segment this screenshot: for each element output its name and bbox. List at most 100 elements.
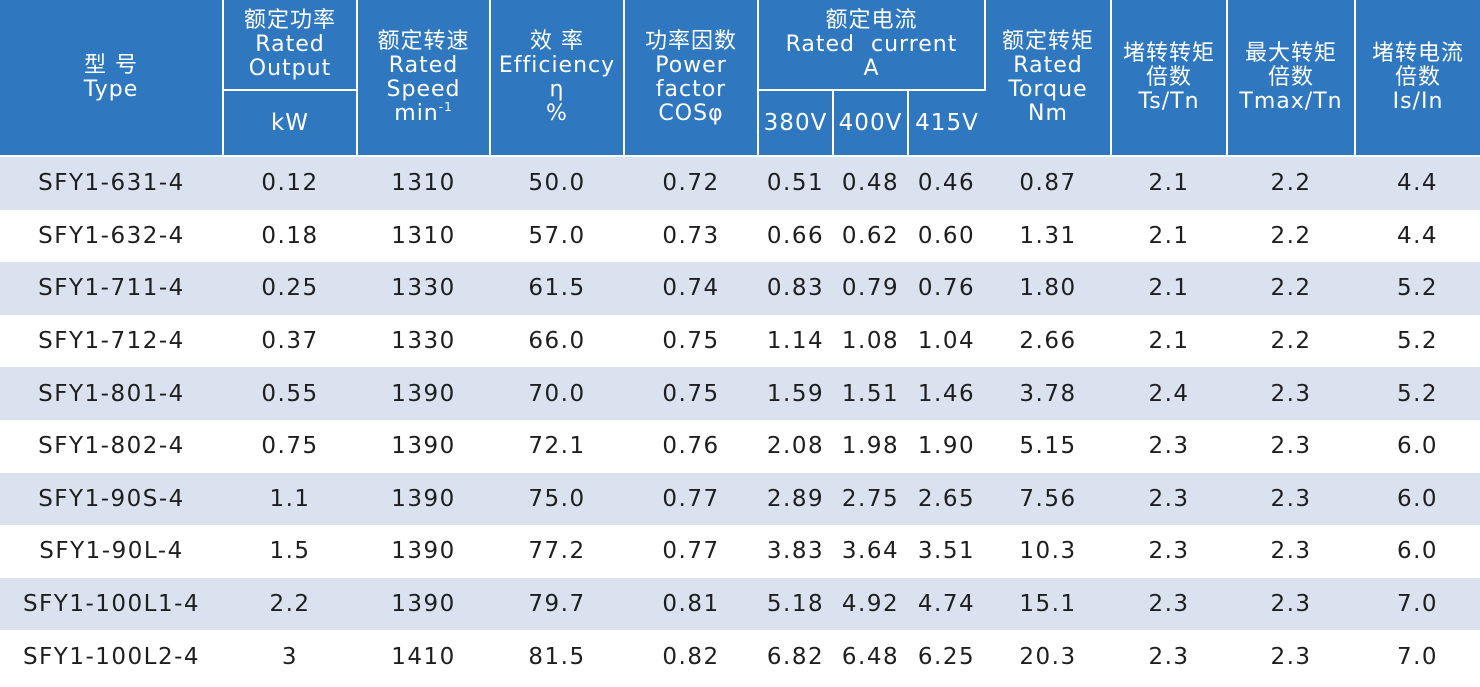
header-locked-torque: 堵转转矩 倍数 Ts/Tn (1111, 0, 1228, 157)
cell-rated-output: 3 (223, 630, 357, 683)
header-rated-speed-cn: 额定转速 (377, 28, 470, 54)
header-rated-speed-en1: Rated (388, 52, 459, 78)
header-type-en: Type (83, 76, 139, 102)
cell-power-factor: 0.75 (624, 314, 758, 368)
cell-current-400v: 4.92 (833, 577, 908, 631)
cell-rated-torque: 1.31 (985, 209, 1111, 263)
header-rated-output-en2: Output (248, 55, 332, 81)
table-body: SFY1-631-4 0.12 1310 50.0 0.72 0.51 0.48 0.46 0.… (0, 156, 1480, 683)
cell-locked-torque-ratio: 2.1 (1111, 209, 1227, 263)
cell-rated-output: 1.1 (223, 472, 357, 526)
cell-max-torque-ratio: 2.3 (1227, 472, 1355, 526)
cell-current-380v: 2.08 (758, 419, 833, 473)
cell-current-415v: 0.76 (908, 262, 985, 315)
header-locked-torque-cn2: 倍数 (1145, 64, 1192, 90)
header-power-factor-unit: COSφ (658, 100, 724, 126)
cell-locked-torque-ratio: 2.3 (1111, 525, 1227, 578)
header-rated-speed-unit: min-1 (358, 101, 489, 126)
cell-rated-output: 1.5 (223, 525, 357, 578)
cell-current-415v: 4.74 (908, 577, 985, 631)
cell-rated-speed: 1390 (357, 472, 490, 526)
cell-current-400v: 1.08 (833, 314, 908, 368)
cell-current-415v: 2.65 (908, 472, 985, 526)
header-rated-speed-en2: Speed (386, 76, 461, 102)
cell-locked-torque-ratio: 2.1 (1111, 262, 1227, 315)
cell-power-factor: 0.77 (624, 525, 758, 578)
cell-power-factor: 0.72 (624, 156, 758, 210)
cell-rated-torque: 15.1 (985, 577, 1111, 631)
cell-current-380v: 0.51 (758, 156, 833, 210)
cell-rated-output: 0.75 (223, 419, 357, 473)
table-row: SFY1-802-4 0.75 1390 72.1 0.76 2.08 1.98 1.90 5.… (0, 419, 1480, 473)
cell-locked-torque-ratio: 2.3 (1111, 630, 1227, 683)
cell-locked-current-ratio: 5.2 (1355, 367, 1480, 420)
cell-power-factor: 0.77 (624, 472, 758, 526)
header-rated-torque-unit: Nm (1028, 100, 1068, 126)
header-power-factor-en2: factor (655, 76, 727, 102)
header-max-torque-cn1: 最大转矩 (1244, 40, 1337, 66)
cell-current-380v: 0.66 (758, 209, 833, 263)
header-voltage-380: 380V (758, 90, 834, 157)
cell-locked-current-ratio: 4.4 (1355, 156, 1480, 210)
header-max-torque-ratio: Tmax/Tn (1239, 88, 1343, 114)
cell-rated-torque: 5.15 (985, 419, 1111, 473)
cell-power-factor: 0.73 (624, 209, 758, 263)
header-rated-current-en: Rated current (785, 31, 958, 57)
table-row: SFY1-711-4 0.25 1330 61.5 0.74 0.83 0.79 0.76 1.… (0, 262, 1480, 315)
cell-rated-speed: 1390 (357, 419, 490, 473)
cell-current-400v: 1.98 (833, 419, 908, 473)
cell-rated-torque: 10.3 (985, 525, 1111, 578)
table-header: 型 号 Type 额定功率 Rated Output 额定转速 Rated Sp… (0, 0, 1480, 157)
header-rated-output-unit: kW (223, 90, 358, 157)
cell-efficiency: 72.1 (490, 419, 624, 473)
cell-current-400v: 3.64 (833, 525, 908, 578)
cell-power-factor: 0.75 (624, 367, 758, 420)
header-type-cn: 型 号 (84, 52, 138, 78)
cell-locked-current-ratio: 6.0 (1355, 472, 1480, 526)
cell-model: SFY1-100L2-4 (0, 630, 223, 683)
cell-current-415v: 0.46 (908, 156, 985, 210)
cell-current-415v: 0.60 (908, 209, 985, 263)
cell-rated-torque: 1.80 (985, 262, 1111, 315)
cell-efficiency: 57.0 (490, 209, 624, 263)
cell-power-factor: 0.76 (624, 419, 758, 473)
cell-current-380v: 1.59 (758, 367, 833, 420)
cell-current-400v: 0.79 (833, 262, 908, 315)
cell-rated-torque: 20.3 (985, 630, 1111, 683)
cell-locked-torque-ratio: 2.1 (1111, 156, 1227, 210)
cell-max-torque-ratio: 2.3 (1227, 419, 1355, 473)
table-row: SFY1-100L1-4 2.2 1390 79.7 0.81 5.18 4.92 4.74 1… (0, 577, 1480, 631)
cell-current-380v: 1.14 (758, 314, 833, 368)
header-locked-torque-cn1: 堵转转矩 (1122, 40, 1215, 66)
cell-power-factor: 0.82 (624, 630, 758, 683)
header-efficiency-symbol: η (549, 76, 565, 102)
cell-model: SFY1-90L-4 (0, 525, 223, 578)
header-efficiency-unit: % (546, 100, 568, 126)
header-rated-current-unit: A (863, 55, 880, 81)
cell-rated-torque: 2.66 (985, 314, 1111, 368)
cell-rated-output: 2.2 (223, 577, 357, 631)
header-rated-torque-en2: Torque (1008, 76, 1088, 102)
cell-current-400v: 6.48 (833, 630, 908, 683)
cell-rated-speed: 1310 (357, 156, 490, 210)
cell-current-380v: 6.82 (758, 630, 833, 683)
cell-model: SFY1-712-4 (0, 314, 223, 368)
table-row: SFY1-90L-4 1.5 1390 77.2 0.77 3.83 3.64 3.51 10.… (0, 525, 1480, 578)
cell-efficiency: 77.2 (490, 525, 624, 578)
cell-current-415v: 1.46 (908, 367, 985, 420)
cell-locked-torque-ratio: 2.1 (1111, 314, 1227, 368)
cell-locked-current-ratio: 5.2 (1355, 262, 1480, 315)
header-rated-torque-en1: Rated (1013, 52, 1083, 78)
cell-model: SFY1-801-4 (0, 367, 223, 420)
cell-efficiency: 75.0 (490, 472, 624, 526)
cell-current-400v: 0.62 (833, 209, 908, 263)
cell-max-torque-ratio: 2.2 (1227, 314, 1355, 368)
header-power-factor-cn: 功率因数 (644, 28, 737, 54)
header-efficiency-en: Efficiency (498, 52, 616, 78)
cell-current-380v: 5.18 (758, 577, 833, 631)
header-max-torque-cn2: 倍数 (1267, 64, 1314, 90)
cell-rated-output: 0.12 (223, 156, 357, 210)
cell-max-torque-ratio: 2.2 (1227, 209, 1355, 263)
cell-rated-speed: 1330 (357, 314, 490, 368)
